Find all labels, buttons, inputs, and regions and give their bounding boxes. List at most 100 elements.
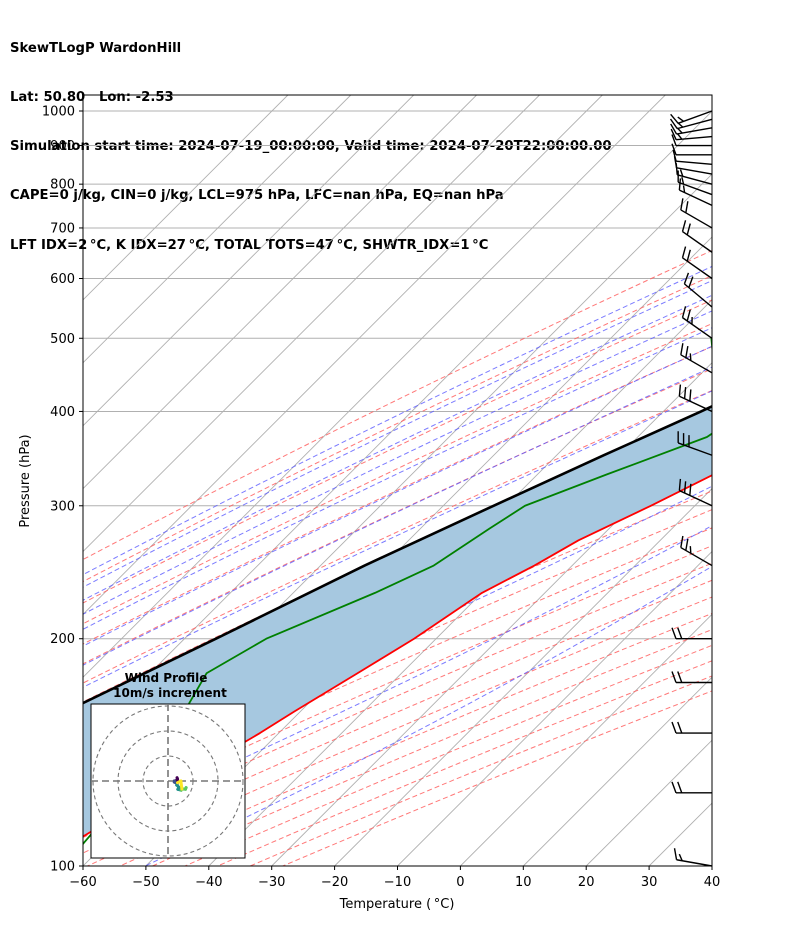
x-tick-label: −60 — [69, 875, 96, 890]
isotherm-line — [83, 95, 477, 490]
dry-adiabat-line — [83, 527, 712, 807]
x-tick-label: 40 — [704, 875, 721, 890]
wind-barb-feather — [677, 627, 683, 639]
isotherm-line — [775, 95, 794, 866]
wind-barb-feather — [681, 246, 687, 259]
wind-barb-staff — [682, 231, 713, 253]
wind-barb-feather — [670, 123, 678, 135]
wind-barb-feather — [689, 483, 692, 496]
wind-barb-feather — [685, 201, 689, 213]
wind-barb-feather — [681, 306, 687, 318]
wind-barb — [673, 156, 713, 175]
wind-barb-staff — [679, 489, 713, 507]
y-tick-label: 300 — [50, 499, 75, 514]
wind-barb-feather — [675, 163, 678, 175]
wind-barb — [675, 163, 713, 185]
wind-barb-feather — [673, 848, 678, 860]
wind-barb — [681, 306, 713, 339]
isotherm-line — [522, 676, 712, 866]
wind-barb-feather — [678, 478, 682, 491]
wind-barb — [671, 143, 712, 156]
wind-barb — [670, 128, 713, 141]
moist-adiabat-line — [83, 390, 712, 688]
title-line-cape: CAPE=0 j/kg, CIN=0 j/kg, LCL=975 hPa, LF… — [10, 188, 504, 204]
profile-series-layer — [83, 336, 712, 846]
wind-barb-staff — [680, 354, 713, 374]
wind-barb — [670, 110, 713, 124]
inset-subtitle: 10m/s increment — [113, 686, 227, 700]
wind-barb-feather — [678, 384, 682, 397]
wind-barb-feather — [671, 134, 677, 146]
wind-barb-feather — [685, 346, 689, 358]
wind-profile-inset: Wind Profile 10m/s increment — [90, 671, 246, 859]
wind-barb-feather — [677, 721, 683, 734]
wind-barb — [680, 535, 713, 567]
moist-adiabat-line — [83, 310, 712, 615]
wind-barb-feather — [686, 223, 691, 236]
isotherm-line — [397, 550, 712, 866]
hodograph-trace — [175, 779, 183, 785]
inset-title: Wind Profile — [125, 671, 208, 685]
x-tick-label: −20 — [321, 875, 348, 890]
wind-barb-feather — [671, 781, 677, 794]
isotherm-line — [83, 95, 603, 616]
moist-adiabat-line — [83, 327, 712, 630]
wind-barb-feather — [671, 721, 677, 734]
x-tick-label: 10 — [515, 875, 532, 890]
wind-barb-staff — [676, 135, 713, 141]
wind-barb — [681, 220, 713, 253]
y-tick-label: 400 — [50, 405, 75, 420]
wind-barb-feather — [677, 781, 683, 794]
wind-barb-staff — [677, 181, 713, 196]
x-tick-label: 20 — [578, 875, 595, 890]
wind-barb-feather — [689, 389, 692, 402]
y-tick-label: 100 — [50, 860, 75, 875]
wind-barb — [678, 384, 713, 413]
moist-adiabat-line — [83, 345, 712, 647]
y-tick-label: 500 — [50, 332, 75, 347]
wind-barb-feather — [685, 538, 689, 551]
temperature-profile-line — [83, 474, 712, 838]
moist-adiabat-line — [83, 265, 712, 576]
moist-adiabat-line — [83, 485, 712, 786]
wind-barb-feather — [670, 113, 679, 124]
axis-layer: −60 −50 −40 −30 −20 −10 0 10 20 30 40 100 200 300 400 5… — [42, 104, 720, 890]
wind-barb-feather — [681, 177, 685, 185]
wind-barb — [671, 627, 712, 640]
wind-barb — [677, 431, 713, 456]
wind-barb-feather — [677, 116, 684, 122]
isotherm-line — [334, 487, 712, 866]
wind-barb-feather — [678, 853, 683, 862]
wind-barb-feather — [677, 671, 683, 683]
wind-barb-feather — [678, 178, 682, 191]
y-tick-label: 700 — [50, 221, 75, 236]
wind-barb-staff — [677, 174, 713, 185]
isotherm-line — [83, 95, 415, 427]
wind-barb-staff — [680, 546, 713, 567]
isotherm-line — [711, 865, 712, 866]
y-tick-label: 800 — [50, 178, 75, 193]
title-line-station: SkewTLogP WardonHill — [10, 40, 182, 56]
wind-barb-feather — [676, 121, 684, 128]
dry-adiabat-line — [83, 345, 712, 645]
dry-adiabat-line — [83, 299, 712, 604]
wind-barb-feather — [682, 185, 686, 193]
title-line-times: Simulation start time: 2024-07-19_00:00:… — [10, 139, 612, 155]
isotherm-line — [460, 613, 712, 866]
wind-barb-feather — [688, 276, 694, 288]
wind-barb-staff — [682, 257, 713, 280]
x-tick-label: −40 — [195, 875, 222, 890]
y-tick-label: 200 — [50, 632, 75, 647]
isotherm-line — [83, 95, 289, 301]
wind-barb-staff — [676, 167, 713, 175]
dry-adiabat-line — [83, 368, 712, 665]
wind-barb-feather — [680, 535, 684, 548]
wind-barb — [678, 478, 713, 507]
wind-barb-staff — [677, 110, 713, 124]
wind-barb-feather — [670, 128, 677, 140]
dry-adiabat-line — [83, 545, 712, 823]
wind-barb-feather — [680, 198, 684, 211]
x-tick-label: 0 — [456, 875, 464, 890]
title-line-indices: LFT IDX=2 °C, K IDX=27 °C, TOTAL TOTS=47… — [10, 237, 489, 253]
